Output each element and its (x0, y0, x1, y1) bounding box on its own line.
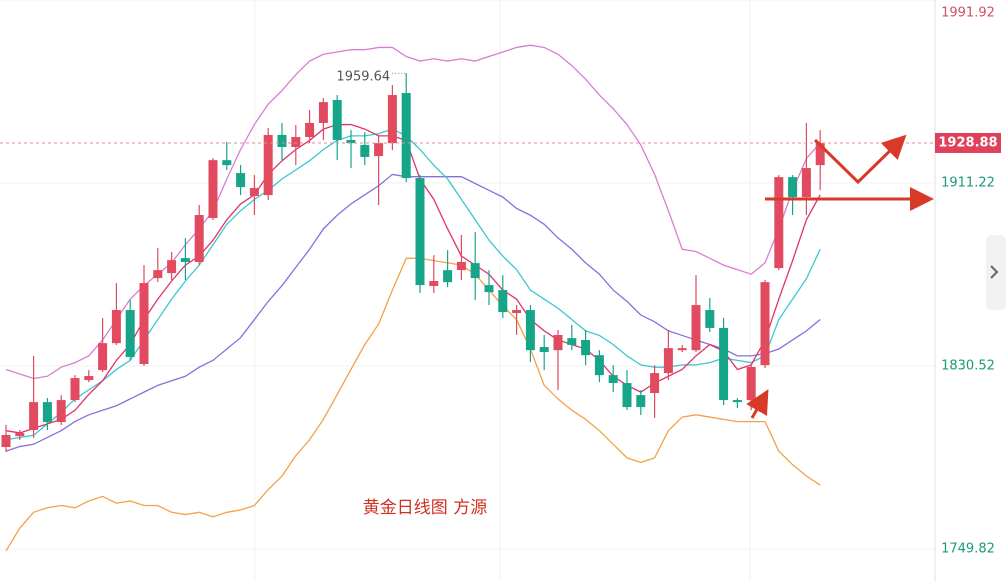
candle-body (332, 100, 342, 140)
candle-body (139, 283, 149, 365)
candle-body (277, 134, 287, 147)
candle-body (608, 375, 618, 384)
candle-body (553, 334, 563, 351)
candle-body (746, 366, 756, 401)
candle-body (732, 400, 742, 403)
candle-body (512, 310, 522, 313)
candle-body (484, 285, 494, 293)
y-tick-label: 1830.52 (941, 359, 995, 374)
chart-annotation: 黄金日线图 方源 (363, 498, 487, 518)
candle-body (801, 168, 811, 198)
candle-body (774, 177, 784, 269)
candle-body (415, 178, 425, 286)
candle-body (456, 261, 466, 271)
y-tick-label: 1991.92 (941, 6, 995, 21)
candle-body (15, 432, 25, 437)
candle-body (470, 263, 480, 279)
candle-body (705, 310, 715, 328)
candle-body (387, 95, 397, 144)
candle-body (305, 122, 315, 138)
candle-body (594, 355, 604, 376)
candle-body (719, 327, 729, 401)
candle-body (443, 270, 453, 283)
candle-body (788, 177, 798, 198)
candle-body (194, 215, 204, 262)
y-tick-label: 1911.22 (941, 176, 995, 191)
candle-body (1, 434, 11, 448)
side-tab-icon[interactable] (990, 265, 999, 279)
candle-body (167, 260, 177, 274)
candle-body (111, 310, 121, 344)
candle-body (663, 348, 673, 374)
candle-body (236, 173, 246, 188)
candle-body (525, 310, 535, 351)
candle-body (153, 270, 163, 279)
arrows (746, 134, 934, 419)
arrow (813, 134, 907, 185)
candle-body (567, 338, 577, 345)
candle-body (429, 281, 439, 286)
candle-body (815, 142, 825, 166)
candle-body (374, 143, 384, 157)
candle-body (691, 305, 701, 351)
candle-body (249, 188, 259, 196)
last-price-label: 1928.88 (938, 135, 997, 150)
candle-body (636, 395, 646, 408)
candle-body (29, 402, 39, 430)
candle-body (222, 160, 232, 166)
candle-body (622, 383, 632, 408)
y-tick-label: 1749.82 (941, 542, 995, 557)
candle-body (401, 93, 411, 179)
candle-body (318, 102, 328, 123)
arrow (746, 389, 769, 419)
candle-body (98, 343, 108, 371)
candle-body (581, 339, 591, 356)
candle-body (291, 137, 301, 147)
candle-body (84, 376, 94, 381)
high-label: 1959.64 (336, 70, 390, 85)
candle-body (42, 402, 52, 423)
candle-body (760, 282, 770, 366)
indicator-line (5, 173, 821, 452)
candle-body (498, 290, 508, 313)
candle-body (70, 378, 80, 401)
candle-body (346, 139, 356, 144)
candle-body (208, 160, 218, 218)
candle-body (677, 348, 687, 351)
candle-body (360, 144, 370, 157)
candle-body (650, 373, 660, 394)
last-price-box (935, 132, 1001, 153)
candle-body (180, 258, 190, 262)
candle-body (56, 400, 66, 423)
candle-body (263, 134, 273, 196)
indicator-line (5, 257, 821, 552)
candle-body (539, 346, 549, 352)
candle-body (125, 310, 135, 357)
